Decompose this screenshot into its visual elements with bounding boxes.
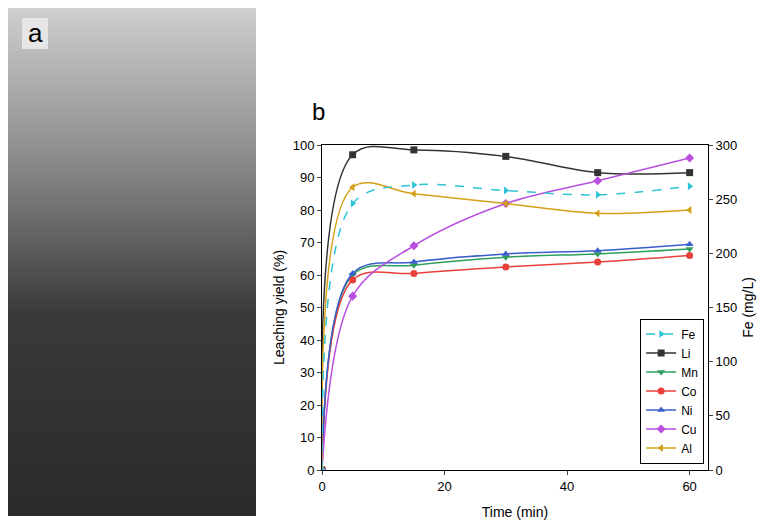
svg-text:30: 30 (300, 365, 314, 380)
svg-text:Al: Al (681, 442, 692, 456)
svg-text:50: 50 (716, 408, 730, 423)
svg-text:150: 150 (716, 300, 738, 315)
svg-text:Fe (mg/L): Fe (mg/L) (740, 277, 756, 338)
svg-text:200: 200 (716, 246, 738, 261)
svg-text:90: 90 (300, 170, 314, 185)
svg-text:70: 70 (300, 235, 314, 250)
svg-text:Cu: Cu (681, 423, 696, 437)
svg-text:250: 250 (716, 192, 738, 207)
svg-text:100: 100 (716, 354, 738, 369)
svg-text:100: 100 (293, 138, 315, 153)
svg-text:Ni: Ni (681, 404, 692, 418)
svg-text:40: 40 (560, 479, 574, 494)
svg-text:0: 0 (318, 479, 325, 494)
svg-text:40: 40 (300, 333, 314, 348)
svg-text:Co: Co (681, 385, 697, 399)
svg-text:Fe: Fe (681, 328, 695, 342)
svg-text:20: 20 (300, 398, 314, 413)
svg-text:Time (min): Time (min) (482, 504, 548, 520)
svg-text:Li: Li (681, 347, 690, 361)
svg-text:Mn: Mn (681, 366, 698, 380)
svg-text:Leaching yield (%): Leaching yield (%) (271, 250, 287, 365)
svg-text:60: 60 (300, 268, 314, 283)
svg-text:20: 20 (437, 479, 451, 494)
svg-text:10: 10 (300, 430, 314, 445)
svg-text:0: 0 (307, 463, 314, 478)
svg-text:60: 60 (682, 479, 696, 494)
html-text:b: b (312, 98, 326, 125)
svg-text:80: 80 (300, 203, 314, 218)
svg-text:50: 50 (300, 300, 314, 315)
svg-text:0: 0 (716, 463, 723, 478)
svg-text:300: 300 (716, 138, 738, 153)
html-text:a: a (28, 18, 43, 48)
